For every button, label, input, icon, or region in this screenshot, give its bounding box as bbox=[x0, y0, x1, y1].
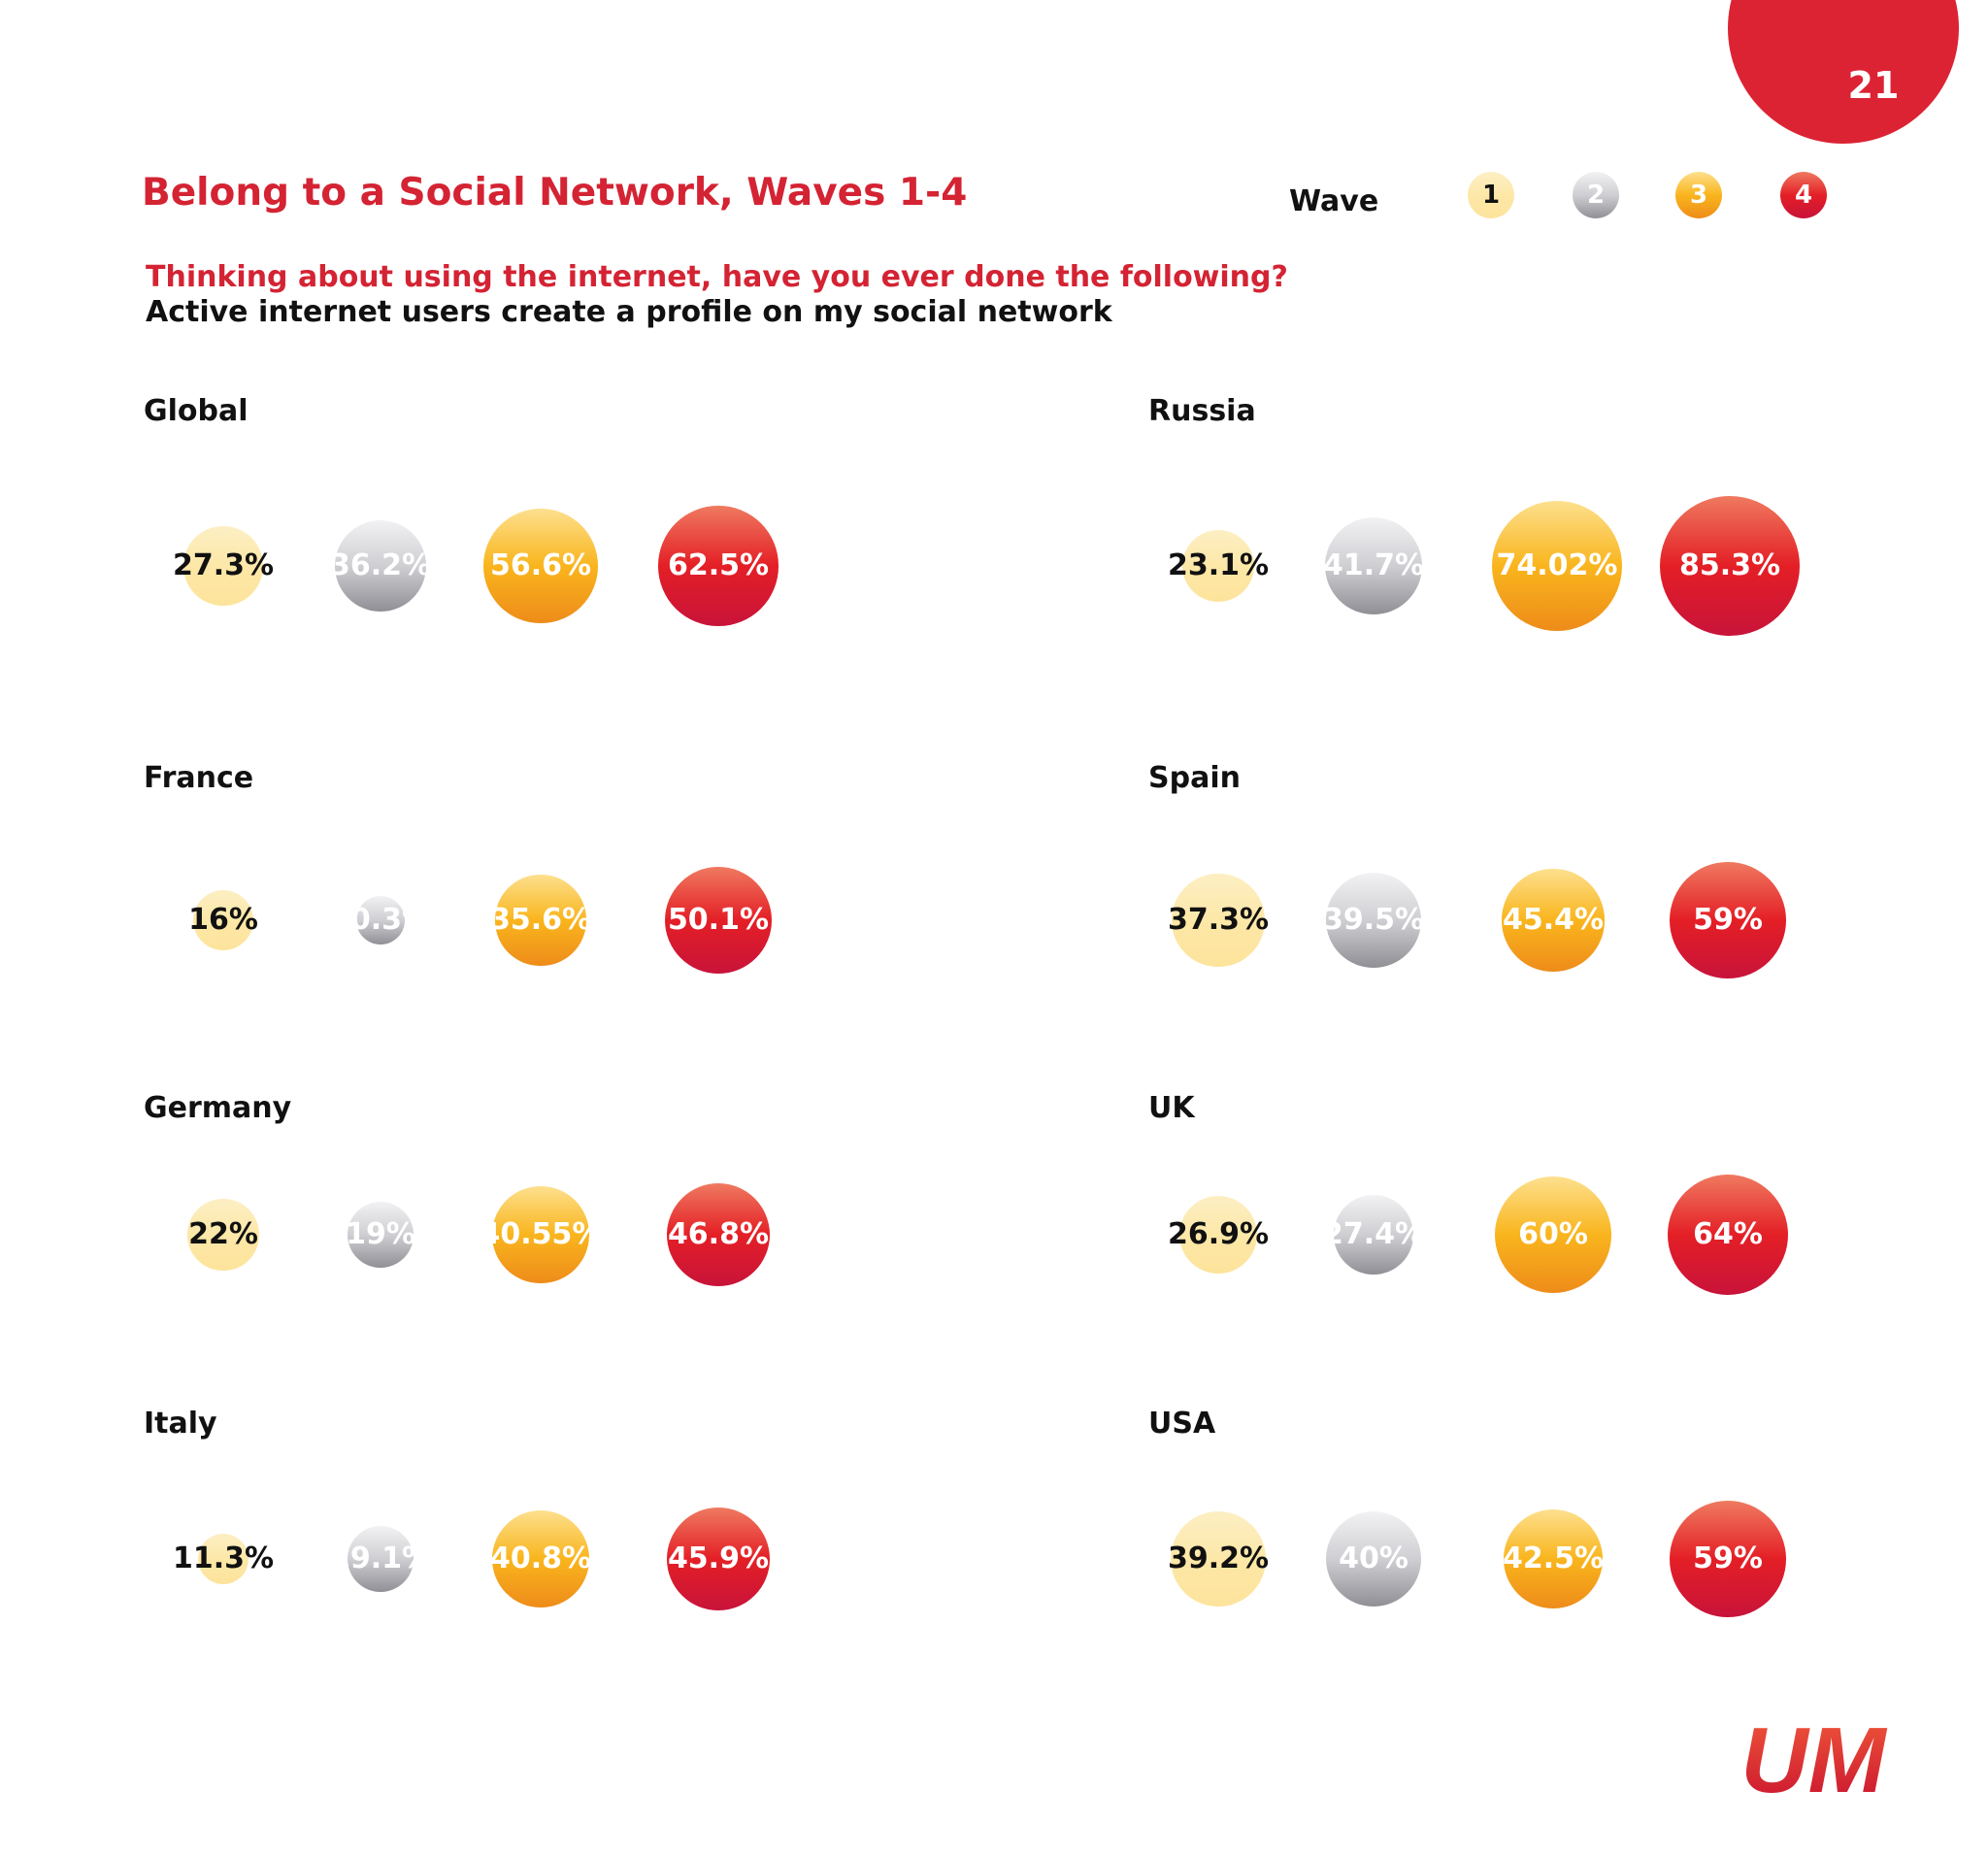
panel-title-italy: Italy bbox=[144, 1407, 217, 1441]
bubble-global-wave-3: 56.6% bbox=[483, 509, 598, 623]
bubble-uk-wave-4: 64% bbox=[1667, 1174, 1789, 1296]
bubble-spain-wave-1: 37.3% bbox=[1168, 874, 1269, 967]
bubble-spain-wave-2: 39.5% bbox=[1323, 872, 1424, 968]
bubble-usa-wave-1: 39.2% bbox=[1168, 1511, 1269, 1607]
bubble-italy-wave-4: 45.9% bbox=[667, 1508, 770, 1610]
bubble-usa-wave-2: 40% bbox=[1325, 1510, 1422, 1607]
bubble-russia-wave-2: 41.7% bbox=[1323, 516, 1424, 615]
bubble-italy-wave-3: 40.8% bbox=[490, 1510, 591, 1607]
bubble-global-wave-2: 36.2% bbox=[330, 520, 431, 612]
legend-wave-3: 3 bbox=[1675, 172, 1722, 218]
panel-title-uk: UK bbox=[1148, 1091, 1195, 1125]
bubble-russia-wave-1: 23.1% bbox=[1168, 529, 1269, 603]
chart-title: Belong to a Social Network, Waves 1-4 bbox=[142, 171, 968, 215]
bubble-uk-wave-3: 60% bbox=[1494, 1176, 1612, 1294]
bubble-germany-wave-2: 19% bbox=[346, 1202, 415, 1268]
bubble-usa-wave-4: 59% bbox=[1670, 1501, 1786, 1617]
legend-wave-2: 2 bbox=[1573, 172, 1619, 218]
bubble-usa-wave-3: 42.5% bbox=[1503, 1509, 1604, 1608]
chart-subtitle: Active internet users create a profile o… bbox=[146, 295, 1112, 329]
panel-title-france: France bbox=[144, 761, 254, 795]
bubble-uk-wave-1: 26.9% bbox=[1168, 1195, 1269, 1275]
panel-title-russia: Russia bbox=[1148, 394, 1256, 428]
panel-title-spain: Spain bbox=[1148, 761, 1241, 795]
bubble-germany-wave-4: 46.8% bbox=[666, 1182, 771, 1287]
um-logo: UM bbox=[1740, 1708, 1887, 1809]
panel-title-global: Global bbox=[144, 394, 248, 428]
page-number: 21 bbox=[1847, 64, 1900, 107]
panel-title-germany: Germany bbox=[144, 1091, 292, 1125]
legend-label: Wave bbox=[1289, 184, 1379, 218]
bubble-spain-wave-4: 59% bbox=[1670, 862, 1786, 978]
bubble-italy-wave-1: 11.3% bbox=[173, 1533, 274, 1585]
bubble-russia-wave-4: 85.3% bbox=[1659, 495, 1801, 637]
legend-wave-1: 1 bbox=[1468, 172, 1514, 218]
bubble-global-wave-1: 27.3% bbox=[173, 526, 274, 606]
panel-title-usa: USA bbox=[1148, 1407, 1216, 1441]
um-logo-text: UM bbox=[1740, 1708, 1887, 1809]
bubble-germany-wave-1: 22% bbox=[187, 1199, 259, 1271]
bubble-italy-wave-2: 19.1% bbox=[330, 1525, 431, 1593]
bubble-global-wave-4: 62.5% bbox=[658, 506, 779, 626]
legend-wave-4: 4 bbox=[1780, 172, 1827, 218]
bubble-france-wave-3: 35.6% bbox=[490, 875, 591, 966]
bubble-france-wave-1: 16% bbox=[188, 889, 258, 951]
bubble-russia-wave-3: 74.02% bbox=[1491, 500, 1623, 632]
bubble-spain-wave-3: 45.4% bbox=[1502, 869, 1605, 972]
bubble-uk-wave-2: 27.4% bbox=[1323, 1195, 1424, 1275]
bubble-germany-wave-3: 40.55% bbox=[480, 1186, 601, 1283]
survey-question: Thinking about using the internet, have … bbox=[146, 260, 1288, 294]
bubble-france-wave-2: 10.3% bbox=[330, 895, 431, 945]
bubble-france-wave-4: 50.1% bbox=[664, 866, 773, 975]
